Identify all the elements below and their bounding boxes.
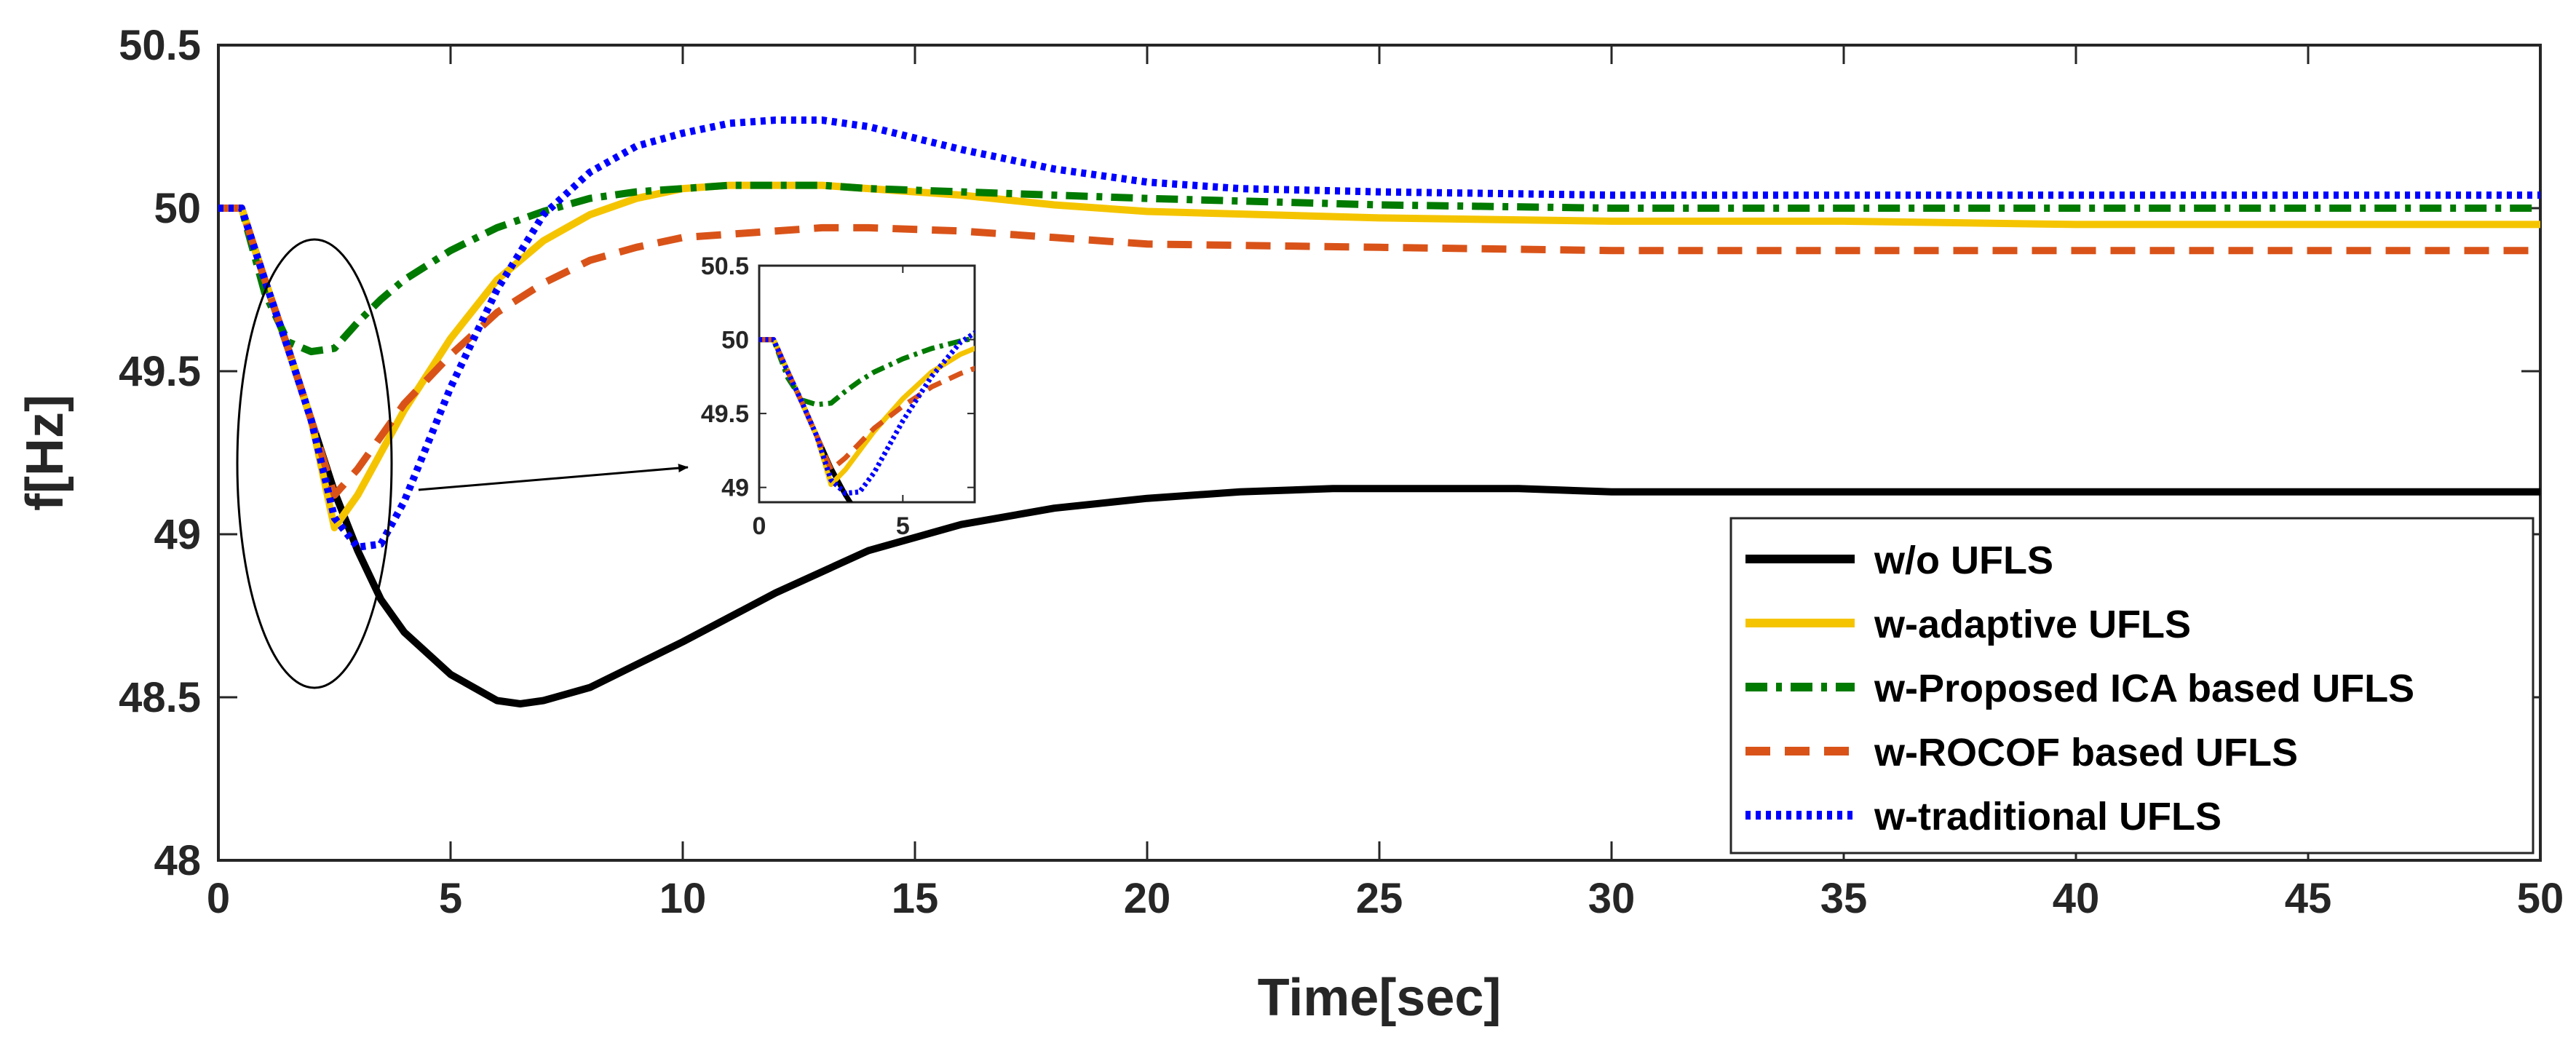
x-tick-label: 20 (1124, 875, 1171, 922)
y-tick-label: 48 (154, 837, 201, 884)
inset-y-tick-label: 49 (721, 475, 749, 502)
x-tick-label: 15 (892, 875, 939, 922)
y-tick-label: 48.5 (119, 674, 201, 721)
x-tick-label: 5 (439, 875, 462, 922)
inset-x-tick-label: 5 (896, 512, 910, 540)
legend-label-4: w-traditional UFLS (1874, 795, 2222, 838)
inset-y-tick-label: 49.5 (701, 400, 749, 428)
y-axis-label: f[Hz] (16, 394, 74, 511)
zoom-ellipse (236, 238, 393, 689)
inset-x-tick-label: 0 (753, 512, 766, 540)
x-tick-label: 50 (2517, 875, 2564, 922)
legend: w/o UFLS w-adaptive UFLS w-Proposed ICA … (1729, 517, 2535, 854)
y-tick-label: 50.5 (119, 22, 201, 69)
y-tick-label: 49.5 (119, 348, 201, 395)
y-tick-label: 49 (154, 511, 201, 558)
series-line-0 (218, 205, 2540, 707)
series-line-4 (218, 116, 2540, 551)
x-tick-label: 30 (1588, 875, 1636, 922)
x-tick-label: 10 (659, 875, 707, 922)
inset-y-tick-label: 50 (721, 327, 749, 354)
x-tick-label: 40 (2053, 875, 2100, 922)
series-line-1 (218, 181, 2540, 531)
inset-series-line-3 (759, 337, 975, 472)
y-tick-label: 50 (154, 185, 201, 232)
legend-label-2: w-Proposed ICA based UFLS (1874, 667, 2414, 710)
legend-box (1729, 517, 2535, 854)
main-series (218, 116, 2540, 707)
x-tick-label: 0 (207, 875, 230, 922)
x-tick-label: 45 (2285, 875, 2332, 922)
zoom-arrow (418, 464, 689, 491)
legend-label-3: w-ROCOF based UFLS (1874, 731, 2298, 774)
inset-series (759, 330, 975, 502)
legend-label-1: w-adaptive UFLS (1874, 603, 2191, 646)
series-line-3 (218, 205, 2540, 499)
series-line-2 (218, 181, 2540, 356)
inset-ticks: 0 5 49 49.5 50 50.5 (701, 253, 975, 540)
legend-label-0: w/o UFLS (1874, 539, 2053, 582)
x-tick-label: 25 (1356, 875, 1403, 922)
inset-series-line-1 (759, 337, 975, 488)
x-tick-label: 35 (1820, 875, 1868, 922)
x-axis-label: Time[sec] (1258, 969, 1502, 1027)
inset-y-tick-label: 50.5 (701, 253, 749, 280)
